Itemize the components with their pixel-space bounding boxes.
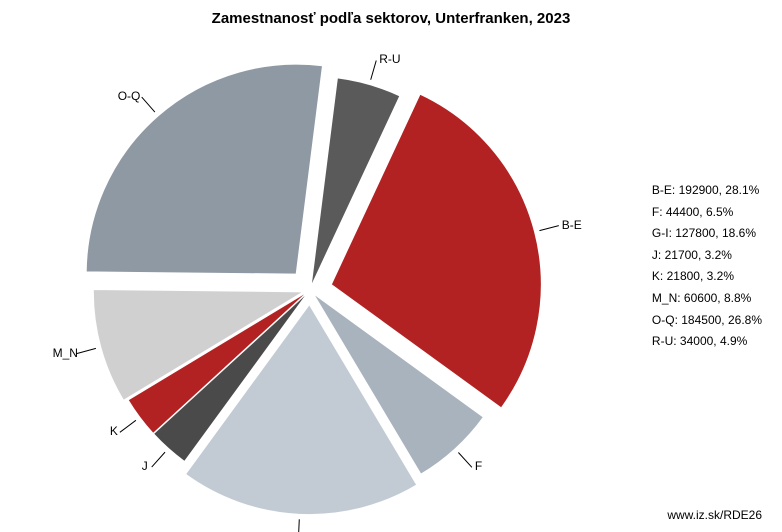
legend: B-E: 192900, 28.1%F: 44400, 6.5%G-I: 127… (652, 180, 762, 353)
source-url: www.iz.sk/RDE26 (667, 508, 762, 522)
slice-label-R-U: R-U (379, 52, 400, 66)
slice-label-F: F (475, 459, 482, 473)
legend-row-J: J: 21700, 3.2% (652, 245, 762, 267)
slice-label-J: J (142, 459, 148, 473)
slice-label-O-Q: O-Q (118, 89, 141, 103)
leader-line-M_N (77, 348, 96, 353)
leader-line-B-E (539, 226, 558, 231)
legend-row-R-U: R-U: 34000, 4.9% (652, 331, 762, 353)
leader-line-J (152, 452, 165, 467)
legend-row-B-E: B-E: 192900, 28.1% (652, 180, 762, 202)
slice-label-B-E: B-E (562, 218, 582, 232)
slice-label-K: K (110, 424, 118, 438)
leader-line-R-U (371, 60, 377, 79)
leader-line-F (458, 453, 471, 468)
legend-row-M_N: M_N: 60600, 8.8% (652, 288, 762, 310)
legend-row-O-Q: O-Q: 184500, 26.8% (652, 310, 762, 332)
slice-label-M_N: M_N (53, 346, 78, 360)
legend-row-G-I: G-I: 127800, 18.6% (652, 223, 762, 245)
legend-row-F: F: 44400, 6.5% (652, 202, 762, 224)
leader-line-G-I (298, 519, 299, 532)
leader-line-O-Q (142, 97, 155, 112)
legend-row-K: K: 21800, 3.2% (652, 266, 762, 288)
leader-line-K (120, 420, 136, 432)
